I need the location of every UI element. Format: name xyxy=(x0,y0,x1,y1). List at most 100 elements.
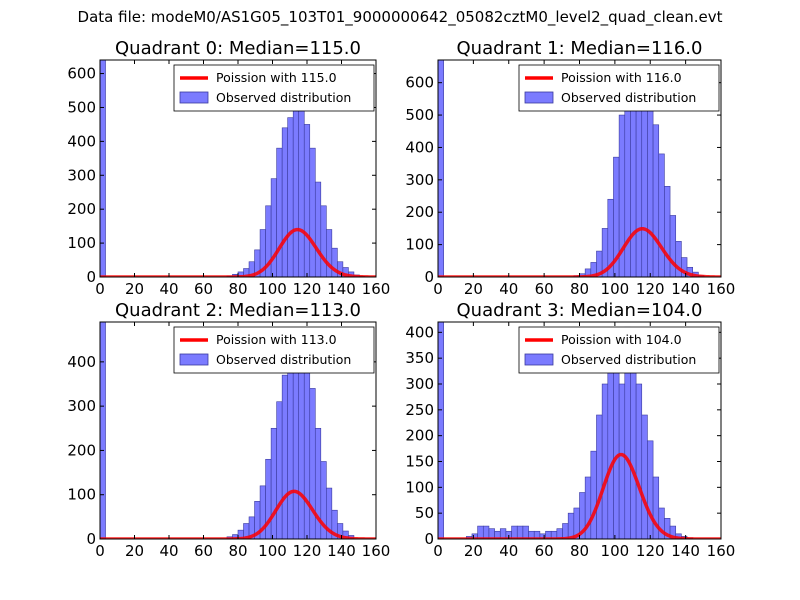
histogram-bar xyxy=(618,383,626,539)
x-tick-label: 80 xyxy=(228,280,247,298)
y-tick-label: 300 xyxy=(405,375,434,393)
y-tick-label: 50 xyxy=(415,504,434,522)
histogram-bar xyxy=(100,60,106,277)
histogram-bar xyxy=(516,525,524,539)
y-tick-label: 400 xyxy=(67,353,96,371)
quadrant-1-panel: 0 20 40 60 80 100 120 140 160 0 100 200 300 400 500 600… xyxy=(405,38,735,298)
y-tick-label: 500 xyxy=(405,106,434,124)
histogram-bar xyxy=(630,82,637,277)
histogram-bar xyxy=(567,512,575,539)
histogram-bar xyxy=(590,450,597,539)
histogram-bar xyxy=(303,124,311,277)
y-tick-label: 200 xyxy=(67,441,96,459)
figure-suptitle: Data file: modeM0/AS1G05_103T01_90000006… xyxy=(77,8,723,26)
histogram-bar xyxy=(320,205,327,277)
histogram-bar xyxy=(647,440,654,539)
x-tick-label: 100 xyxy=(601,280,630,298)
legend-fit-label: Poission with 116.0 xyxy=(561,70,682,85)
x-tick-label: 80 xyxy=(228,542,247,560)
legend-hist-swatch xyxy=(179,353,209,366)
x-tick-label: 140 xyxy=(671,542,700,560)
histogram-bar xyxy=(281,127,288,277)
y-tick-label: 350 xyxy=(405,349,434,367)
histogram-bar xyxy=(287,117,294,277)
legend: Poission with 115.0 Observed distribution xyxy=(173,64,375,112)
y-tick-label: 400 xyxy=(405,138,434,156)
histogram-bar xyxy=(641,414,648,539)
x-tick-label: 20 xyxy=(125,542,144,560)
histogram-bar xyxy=(522,525,529,539)
x-tick-label: 160 xyxy=(362,280,391,298)
legend-fit-label: Poission with 115.0 xyxy=(216,70,337,85)
legend: Poission with 116.0 Observed distribution xyxy=(518,64,720,112)
x-tick-label: 160 xyxy=(707,542,736,560)
y-tick-label: 300 xyxy=(67,166,96,184)
histogram-bar xyxy=(511,525,518,539)
legend-hist-label: Observed distribution xyxy=(216,90,351,105)
x-tick-label: 0 xyxy=(95,542,105,560)
quadrant-0-panel: 0 20 40 60 80 100 120 140 160 0 100 200 300 400 500 600… xyxy=(67,38,390,298)
y-tick-label: 100 xyxy=(405,236,434,254)
x-tick-label: 120 xyxy=(636,542,665,560)
y-tick-label: 100 xyxy=(67,486,96,504)
x-tick-label: 140 xyxy=(671,280,700,298)
x-tick-label: 140 xyxy=(327,280,356,298)
legend-hist-swatch xyxy=(524,91,554,104)
x-tick-label: 120 xyxy=(636,280,665,298)
legend-hist-swatch xyxy=(179,91,209,104)
histogram-bar xyxy=(482,525,490,539)
histogram-bar xyxy=(100,322,106,539)
x-tick-label: 80 xyxy=(570,542,589,560)
y-tick-label: 400 xyxy=(405,323,434,341)
x-tick-label: 20 xyxy=(125,280,144,298)
x-tick-label: 120 xyxy=(293,542,322,560)
histogram-bar xyxy=(477,525,484,539)
x-tick-label: 60 xyxy=(194,542,213,560)
x-tick-label: 0 xyxy=(433,280,443,298)
x-tick-label: 0 xyxy=(433,542,443,560)
x-tick-label: 100 xyxy=(258,280,287,298)
quadrant-3-panel: 0 20 40 60 80 100 120 140 160 0 50 100 150 200 250 300 3… xyxy=(405,300,735,560)
histogram-bar xyxy=(298,103,305,277)
x-tick-label: 100 xyxy=(258,542,287,560)
y-tick-label: 600 xyxy=(405,74,434,92)
x-tick-label: 80 xyxy=(570,280,589,298)
x-tick-label: 20 xyxy=(464,542,483,560)
y-tick-label: 0 xyxy=(424,530,434,548)
y-tick-label: 0 xyxy=(86,268,96,286)
y-tick-label: 600 xyxy=(67,65,96,83)
x-tick-label: 60 xyxy=(535,542,554,560)
histogram-bar xyxy=(647,108,654,277)
histogram-bar xyxy=(635,383,643,539)
quadrant-3-title: Quadrant 3: Median=104.0 xyxy=(457,300,703,321)
y-tick-label: 300 xyxy=(67,397,96,415)
histogram-bar xyxy=(630,357,637,539)
x-tick-label: 160 xyxy=(362,542,391,560)
y-tick-label: 500 xyxy=(67,98,96,116)
quadrant-0-title: Quadrant 0: Median=115.0 xyxy=(115,38,361,59)
histogram-bar xyxy=(596,414,603,539)
legend: Poission with 113.0 Observed distribution xyxy=(173,326,375,374)
histogram-bar xyxy=(314,181,322,277)
y-tick-label: 200 xyxy=(405,427,434,445)
quadrant-1-title: Quadrant 1: Median=116.0 xyxy=(457,38,703,59)
x-tick-label: 140 xyxy=(327,542,356,560)
quadrant-2-title: Quadrant 2: Median=113.0 xyxy=(115,300,361,321)
histogram-bar xyxy=(607,368,614,539)
x-tick-label: 100 xyxy=(601,542,630,560)
histogram-bar xyxy=(287,352,294,539)
histogram-bar xyxy=(641,95,648,277)
y-tick-label: 400 xyxy=(67,132,96,150)
x-tick-label: 40 xyxy=(159,542,178,560)
legend-fit-label: Poission with 104.0 xyxy=(561,332,682,347)
histogram-bar xyxy=(270,427,277,539)
y-tick-label: 200 xyxy=(67,200,96,218)
histogram-bar xyxy=(326,229,333,277)
histogram-bar xyxy=(658,153,665,277)
histogram-bar xyxy=(669,215,677,277)
histogram-bar xyxy=(438,60,444,277)
legend-hist-label: Observed distribution xyxy=(561,352,696,367)
quadrant-2-panel: 0 20 40 60 80 100 120 140 160 0 100 200 300 400 Quadra… xyxy=(67,300,390,560)
poisson-fit-line xyxy=(438,452,721,539)
x-tick-label: 40 xyxy=(499,280,518,298)
